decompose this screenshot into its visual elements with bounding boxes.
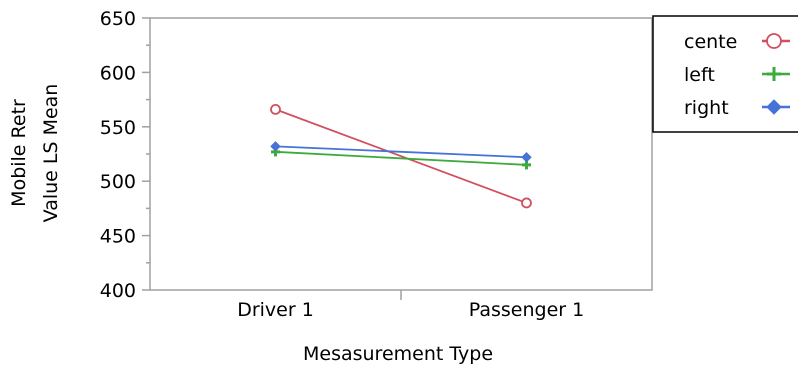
legend-marker-left-shape xyxy=(767,67,781,81)
y-tick-label: 400 xyxy=(100,280,136,302)
legend-marker-cente-shape xyxy=(766,33,782,49)
x-axis-title: Mesasurement Type xyxy=(303,343,493,365)
legend: cente left right xyxy=(652,15,798,133)
legend-marker-cente xyxy=(766,33,782,49)
legend-marker-right-shape xyxy=(766,99,782,115)
data-point-right-shape xyxy=(521,152,532,163)
series-right xyxy=(270,141,532,163)
x-tick-label: Passenger 1 xyxy=(469,299,584,321)
legend-label-cente: cente xyxy=(684,31,737,53)
y-tick-label: 550 xyxy=(100,117,136,139)
series-line-cente xyxy=(275,108,527,204)
series-layer xyxy=(270,103,532,209)
legend-label-right: right xyxy=(684,97,729,119)
axes: 400 450 500 550 600 650 Driver 1 Passenger 1 xyxy=(100,8,653,321)
data-point-right-shape xyxy=(270,141,281,152)
data-point-right xyxy=(270,141,281,152)
data-point-cente xyxy=(521,197,532,209)
series-cente xyxy=(270,103,532,209)
series-line-right xyxy=(275,145,527,159)
data-point-cente xyxy=(270,103,281,115)
y-axis-title-line-2: Value LS Mean xyxy=(40,84,62,223)
y-tick-label: 600 xyxy=(100,62,136,84)
legend-marker-left xyxy=(767,67,781,81)
plot-frame xyxy=(149,17,653,291)
series-line-left xyxy=(275,150,527,166)
series-left xyxy=(271,147,531,170)
y-tick-label: 650 xyxy=(100,8,136,30)
legend-marker-right xyxy=(766,99,782,115)
y-tick-label: 450 xyxy=(100,226,136,248)
x-tick-label: Driver 1 xyxy=(237,299,314,321)
y-tick-label: 500 xyxy=(100,171,136,193)
legend-label-left: left xyxy=(684,64,715,86)
y-axis-title-line-1: Mobile Retr xyxy=(8,99,30,207)
data-point-cente-shape xyxy=(270,103,281,115)
data-point-cente-shape xyxy=(521,197,532,209)
data-point-right xyxy=(521,152,532,163)
